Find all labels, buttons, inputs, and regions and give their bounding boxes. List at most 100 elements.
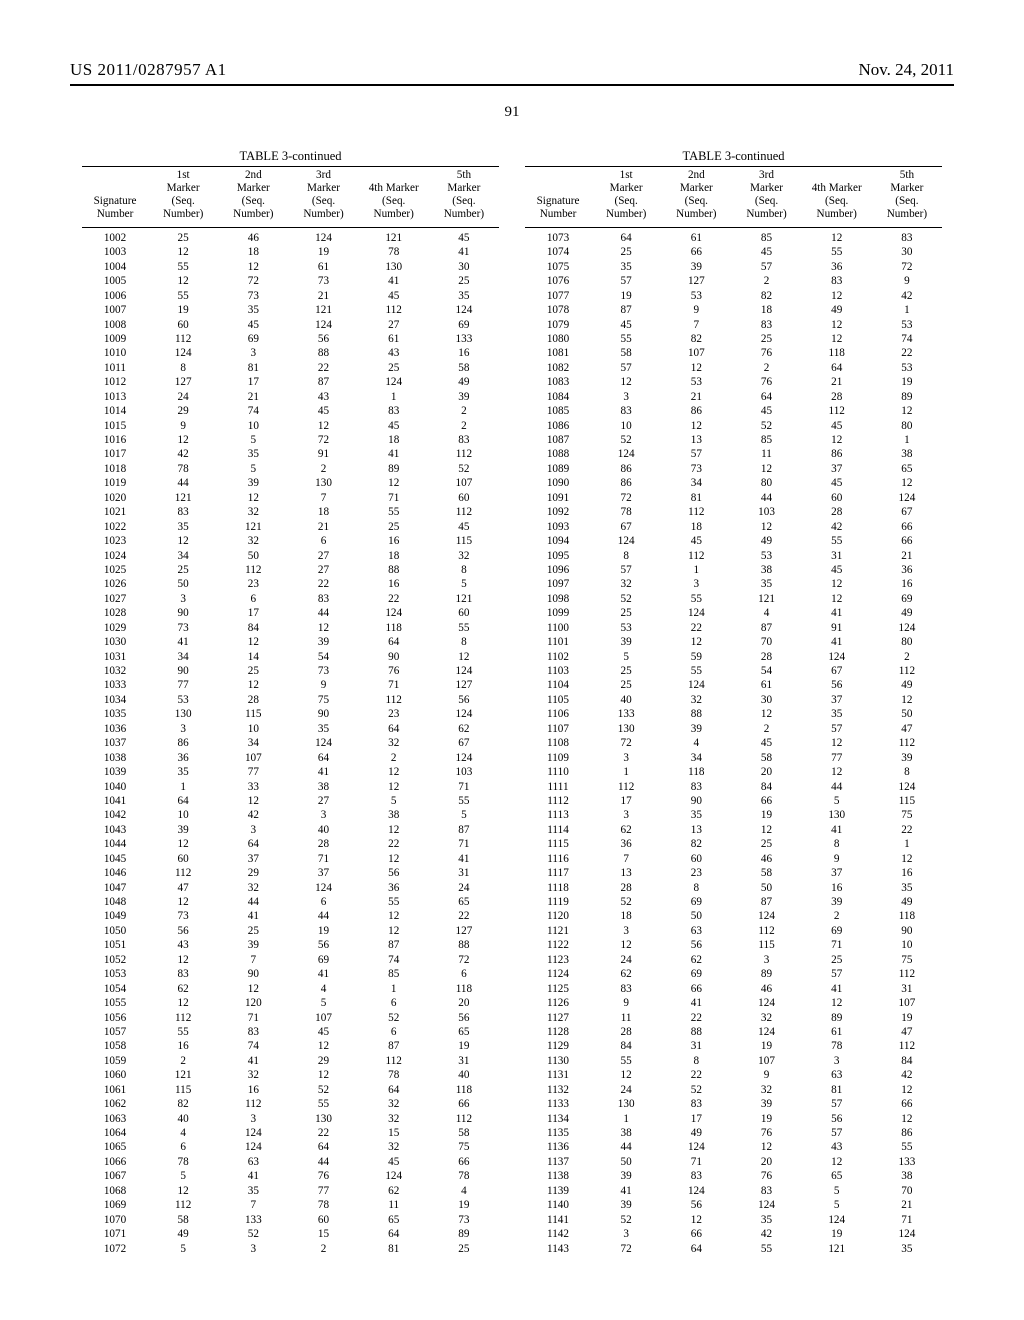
table-cell: 71: [359, 679, 429, 693]
table-cell: 6: [288, 535, 358, 549]
table-cell: 2: [802, 910, 872, 924]
table-cell: 9: [591, 997, 661, 1011]
table-cell: 1063: [82, 1112, 148, 1126]
table-row: 112462698957112: [525, 968, 942, 982]
table-caption-right: TABLE 3-continued: [525, 149, 942, 164]
table-cell: 39: [872, 751, 942, 765]
table-cell: 1092: [525, 506, 591, 520]
table-cell: 42: [731, 1228, 801, 1242]
table-cell: 1019: [82, 477, 148, 491]
table-cell: 12: [591, 376, 661, 390]
table-row: 1123246232575: [525, 953, 942, 967]
table-cell: 12: [148, 275, 218, 289]
table-cell: 3: [731, 953, 801, 967]
table-row: 1061115165264118: [82, 1083, 499, 1097]
table-cell: 76: [731, 1127, 801, 1141]
table-row: 104747321243624: [82, 881, 499, 895]
table-cell: 35: [218, 448, 288, 462]
col-header: 5thMarker(Seq.Number): [429, 167, 499, 227]
table-row: 100860451242769: [82, 318, 499, 332]
table-cell: 80: [872, 636, 942, 650]
table-cell: 12: [218, 260, 288, 274]
table-cell: 57: [591, 564, 661, 578]
table-cell: 83: [148, 506, 218, 520]
table-row: 11383983766538: [525, 1170, 942, 1184]
table-cell: 28: [591, 1026, 661, 1040]
table-cell: 1051: [82, 939, 148, 953]
table-cell: 58: [731, 867, 801, 881]
table-cell: 19: [591, 289, 661, 303]
table-cell: 50: [731, 881, 801, 895]
table-cell: 22: [872, 823, 942, 837]
table-cell: 32: [218, 1069, 288, 1083]
table-cell: 64: [288, 1141, 358, 1155]
table-cell: 49: [148, 1228, 218, 1242]
col-header: 3rdMarker(Seq.Number): [731, 167, 801, 227]
table-cell: 90: [148, 607, 218, 621]
table-cell: 20: [429, 997, 499, 1011]
table-cell: 50: [148, 578, 218, 592]
table-cell: 87: [288, 376, 358, 390]
table-row: 10441264282271: [82, 838, 499, 852]
table-cell: 1028: [82, 607, 148, 621]
table-body-left: 1002254612412145100312181978411004551261…: [82, 227, 499, 1257]
table-cell: 130: [591, 1098, 661, 1112]
table-cell: 64: [359, 636, 429, 650]
table-cell: 60: [429, 607, 499, 621]
table-cell: 39: [591, 1199, 661, 1213]
table-cell: 60: [429, 491, 499, 505]
table-cell: 19: [288, 246, 358, 260]
table-cell: 6: [359, 997, 429, 1011]
table-cell: 42: [218, 809, 288, 823]
table-cell: 55: [148, 1026, 218, 1040]
table-cell: 59: [661, 650, 731, 664]
table-cell: 58: [429, 1127, 499, 1141]
table-cell: 1067: [82, 1170, 148, 1184]
table-cell: 78: [148, 463, 218, 477]
table-cell: 73: [148, 621, 218, 635]
table-row: 1102559281242: [525, 650, 942, 664]
table-row: 10456037711241: [82, 852, 499, 866]
table-row: 1054621241118: [82, 982, 499, 996]
table-cell: 1003: [82, 246, 148, 260]
table-cell: 1135: [525, 1127, 591, 1141]
table-cell: 72: [288, 434, 358, 448]
table-cell: 112: [591, 780, 661, 794]
table-cell: 112: [872, 968, 942, 982]
table-cell: 83: [359, 405, 429, 419]
table-cell: 37: [802, 463, 872, 477]
table-cell: 1037: [82, 737, 148, 751]
table-row: 1012127178712449: [82, 376, 499, 390]
table-cell: 41: [429, 852, 499, 866]
table-cell: 39: [288, 636, 358, 650]
table-row: 10231232616115: [82, 535, 499, 549]
table-cell: 81: [661, 491, 731, 505]
table-cell: 25: [359, 361, 429, 375]
table-cell: 5: [802, 795, 872, 809]
table-row: 1111112838444124: [525, 780, 942, 794]
table-cell: 7: [218, 1199, 288, 1213]
table-cell: 130: [288, 477, 358, 491]
table-cell: 75: [429, 1141, 499, 1155]
table-cell: 25: [429, 1242, 499, 1256]
table-cell: 83: [288, 592, 358, 606]
table-cell: 1: [591, 1112, 661, 1126]
table-cell: 41: [218, 910, 288, 924]
table-cell: 40: [429, 1069, 499, 1083]
table-cell: 66: [661, 1228, 731, 1242]
table-cell: 69: [661, 968, 731, 982]
table-cell: 112: [359, 1054, 429, 1068]
table-cell: 115: [731, 939, 801, 953]
table-cell: 22: [288, 361, 358, 375]
table-cell: 53: [872, 318, 942, 332]
table-cell: 67: [802, 665, 872, 679]
table-cell: 124: [429, 751, 499, 765]
table-cell: 61: [731, 679, 801, 693]
table-cell: 41: [429, 246, 499, 260]
table-cell: 62: [591, 823, 661, 837]
table-cell: 55: [359, 896, 429, 910]
table-row: 10753539573672: [525, 260, 942, 274]
table-cell: 8: [802, 838, 872, 852]
table-cell: 124: [872, 780, 942, 794]
table-cell: 130: [802, 809, 872, 823]
